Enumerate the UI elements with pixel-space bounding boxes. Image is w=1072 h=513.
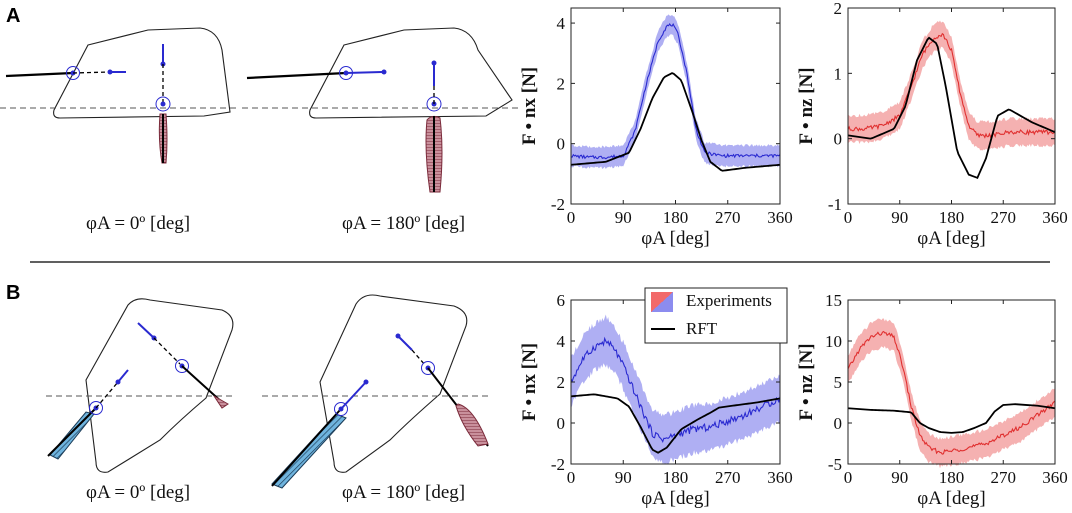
x-tick-label: 90 — [615, 208, 632, 227]
x-tick-label: 90 — [891, 468, 908, 487]
x-tick-label: 360 — [767, 468, 793, 487]
series-experiments-line — [847, 330, 1056, 455]
y-tick-label: 0 — [834, 414, 843, 433]
x-tick-label: 90 — [891, 208, 908, 227]
x-axis-label: φA [deg] — [641, 228, 709, 249]
x-tick-label: 0 — [844, 208, 853, 227]
y-tick-label: 6 — [557, 291, 566, 310]
panel-letter-a: A — [6, 5, 20, 27]
schematic-a-0deg — [0, 27, 240, 164]
series-rft-line — [570, 393, 781, 454]
y-axis-label: F • nx [N] — [519, 67, 540, 145]
y-tick-label: 4 — [557, 14, 566, 33]
x-tick-label: 180 — [663, 208, 689, 227]
x-tick-label: 270 — [991, 468, 1017, 487]
x-tick-label: 0 — [567, 208, 576, 227]
y-tick-label: -2 — [551, 455, 565, 474]
x-tick-label: 360 — [1042, 468, 1068, 487]
series-experiments-line — [847, 32, 1056, 139]
legend-experiments-swatch — [651, 292, 673, 312]
series-experiments-band — [571, 14, 780, 170]
legend-experiments-label: Experiments — [686, 291, 772, 310]
x-axis-label: φA [deg] — [917, 488, 985, 509]
panel-letter-b: B — [6, 282, 20, 304]
x-tick-label: 180 — [663, 468, 689, 487]
x-tick-label: 0 — [844, 468, 853, 487]
schematic-b-180deg — [262, 294, 492, 489]
series-experiments-line — [570, 22, 781, 160]
y-tick-label: 1 — [834, 64, 843, 83]
x-tick-label: 180 — [939, 468, 965, 487]
series-experiments-band — [571, 314, 780, 465]
y-tick-label: 4 — [557, 332, 566, 351]
y-tick-label: 0 — [557, 414, 566, 433]
series-rft-line — [847, 403, 1056, 434]
y-tick-label: 5 — [834, 373, 843, 392]
legend-rft-label: RFT — [686, 319, 718, 338]
y-tick-label: -5 — [828, 455, 842, 474]
legend: Experiments RFT — [644, 287, 788, 344]
y-axis-label: F • nz [N] — [796, 67, 817, 144]
series-rft-line — [570, 72, 781, 172]
x-tick-label: 180 — [939, 208, 965, 227]
y-tick-label: -1 — [828, 195, 842, 214]
x-tick-label: 360 — [1042, 208, 1068, 227]
series-experiments-band — [848, 318, 1055, 469]
schematic-a-180deg — [242, 27, 520, 193]
x-tick-label: 0 — [567, 468, 576, 487]
x-tick-label: 270 — [715, 468, 741, 487]
y-tick-label: 0 — [834, 130, 843, 149]
x-tick-label: 270 — [715, 208, 741, 227]
caption-a-right: φA = 180º [deg] — [342, 213, 465, 234]
series-rft-line — [847, 36, 1056, 180]
y-axis-label: F • nz [N] — [796, 343, 817, 420]
caption-b-left: φA = 0º [deg] — [86, 482, 190, 503]
y-tick-label: 10 — [825, 332, 842, 351]
schematic-b-0deg — [46, 298, 236, 473]
x-tick-label: 90 — [615, 468, 632, 487]
series-experiments-band — [848, 20, 1055, 151]
y-tick-label: 2 — [557, 74, 566, 93]
x-axis-label: φA [deg] — [641, 488, 709, 509]
y-tick-label: 2 — [834, 0, 843, 18]
y-tick-label: 2 — [557, 373, 566, 392]
caption-a-left: φA = 0º [deg] — [86, 213, 190, 234]
y-tick-label: -2 — [551, 195, 565, 214]
x-axis-label: φA [deg] — [917, 228, 985, 249]
y-axis-label: F • nx [N] — [519, 343, 540, 421]
x-tick-label: 360 — [767, 208, 793, 227]
y-tick-label: 15 — [825, 291, 842, 310]
caption-b-right: φA = 180º [deg] — [342, 482, 465, 503]
x-tick-label: 270 — [991, 208, 1017, 227]
y-tick-label: 0 — [557, 135, 566, 154]
